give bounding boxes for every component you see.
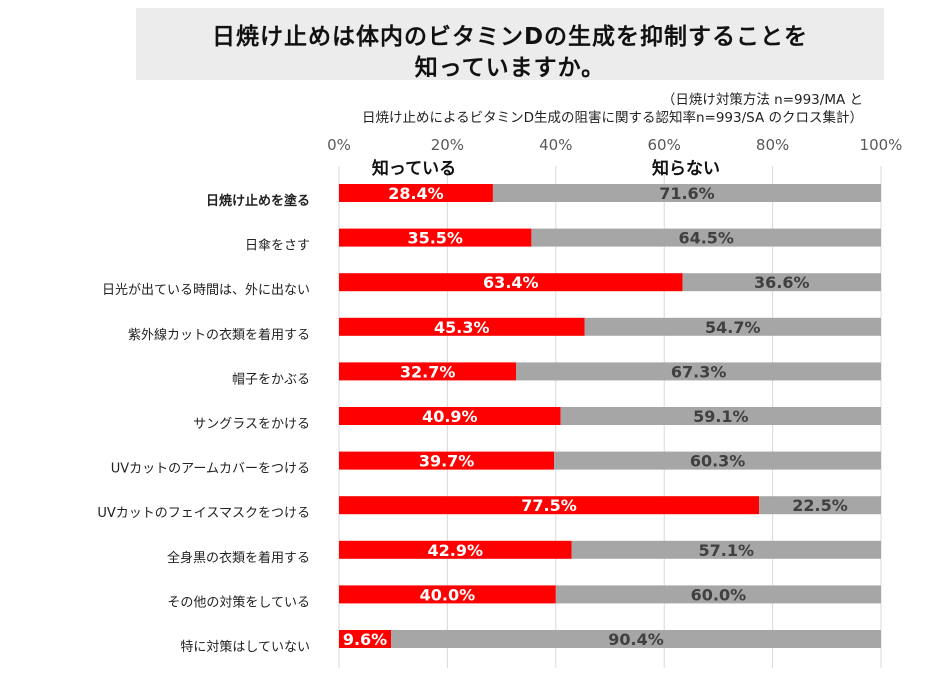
bar-dont-know [555, 585, 881, 604]
data-label-know: 39.7% [419, 452, 475, 471]
x-tick-label: 40% [539, 136, 572, 154]
category-label: 全身黒の衣類を着用する [167, 550, 310, 566]
data-label-know: 35.5% [407, 229, 463, 248]
bar-know [339, 317, 585, 336]
bar-dont-know [531, 228, 881, 247]
category-label: UVカットのアームカバーをつける [111, 462, 310, 477]
bar-dont-know [516, 362, 881, 381]
data-label-know: 9.6% [343, 630, 387, 649]
bar-know [339, 496, 760, 515]
bar-know [339, 451, 555, 470]
title-box: 日焼け止めは体内のビタミンDの生成を抑制することを 知っていますか。 [136, 8, 884, 81]
data-label-dont-know: 60.3% [690, 452, 746, 471]
data-label-dont-know: 54.7% [705, 318, 761, 337]
bar-dont-know [492, 184, 881, 202]
bar-dont-know [759, 496, 881, 515]
bar-dont-know [571, 540, 881, 559]
bar-know [339, 630, 392, 648]
data-label-know: 28.4% [388, 184, 444, 203]
x-tick-label: 20% [431, 136, 464, 154]
bar-know [339, 228, 532, 247]
category-label: 特に対策はしていない [180, 639, 310, 655]
data-label-dont-know: 22.5% [792, 496, 848, 515]
chart-title-line-1: 日焼け止めは体内のビタミンDの生成を抑制することを [211, 24, 809, 50]
category-label: 帽子をかぶる [232, 371, 310, 387]
legend-dont-know: 知らない [651, 158, 720, 179]
category-label: 日傘をさす [245, 239, 310, 254]
data-label-know: 40.9% [422, 407, 478, 426]
bar-dont-know [554, 451, 881, 470]
category-label: 日焼け止めを塗る [206, 193, 310, 209]
data-label-dont-know: 90.4% [608, 630, 664, 649]
note-line-1: （日焼け対策方法 n=993/MA と [661, 92, 863, 108]
bar-know [339, 407, 561, 425]
bar-know [339, 585, 556, 604]
x-tick-label: 80% [756, 136, 789, 154]
x-tick-label: 0% [327, 136, 351, 154]
data-label-know: 40.0% [420, 585, 476, 604]
data-label-know: 63.4% [483, 273, 539, 292]
data-label-dont-know: 60.0% [691, 585, 747, 604]
legend-know: 知っている [371, 158, 456, 179]
bar-know [339, 362, 517, 381]
data-label-dont-know: 64.5% [678, 229, 734, 248]
data-label-dont-know: 57.1% [699, 541, 755, 560]
data-label-dont-know: 71.6% [659, 184, 715, 203]
bar-know [339, 540, 572, 559]
x-tick-label: 100% [860, 136, 903, 154]
note-line-2: 日焼け止めによるビタミンD生成の阻害に関する認知率n=993/SA のクロス集計… [361, 110, 863, 126]
bar-dont-know [391, 630, 881, 648]
data-label-know: 45.3% [434, 318, 490, 337]
category-label: 日光が出ている時間は、外に出ない [102, 283, 310, 298]
bar-dont-know [584, 317, 881, 336]
bar-dont-know [682, 273, 881, 292]
chart-title-line-2: 知っていますか。 [414, 55, 606, 81]
data-label-know: 42.9% [428, 541, 484, 560]
data-label-know: 32.7% [400, 362, 456, 381]
category-label: UVカットのフェイスマスクをつける [97, 506, 310, 521]
category-label: 紫外線カットの衣類を着用する [128, 327, 310, 343]
data-label-dont-know: 36.6% [754, 273, 810, 292]
bar-know [339, 273, 683, 292]
category-label: サングラスをかける [193, 417, 310, 432]
category-label: その他の対策をしている [167, 594, 310, 610]
x-tick-label: 60% [648, 136, 681, 154]
data-label-dont-know: 59.1% [693, 407, 749, 426]
data-label-know: 77.5% [521, 496, 577, 515]
bar-dont-know [560, 407, 881, 425]
data-label-dont-know: 67.3% [671, 362, 727, 381]
bar-know [339, 184, 493, 202]
